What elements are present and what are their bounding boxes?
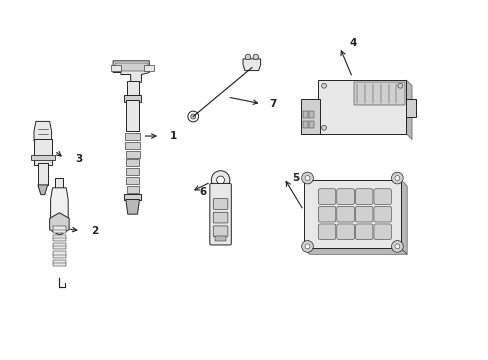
FancyBboxPatch shape	[213, 199, 227, 209]
FancyBboxPatch shape	[355, 189, 372, 204]
Bar	[53, 251, 65, 258]
Bar	[115, 63, 148, 71]
Bar	[125, 133, 140, 140]
FancyBboxPatch shape	[336, 189, 354, 204]
FancyBboxPatch shape	[336, 206, 354, 222]
FancyBboxPatch shape	[318, 224, 335, 240]
FancyBboxPatch shape	[318, 189, 335, 204]
Text: 2: 2	[91, 226, 99, 236]
Bar	[354, 82, 405, 105]
FancyBboxPatch shape	[373, 224, 391, 240]
Circle shape	[321, 125, 326, 130]
Circle shape	[397, 83, 402, 88]
Text: 1: 1	[169, 131, 177, 141]
Bar	[123, 194, 141, 199]
Bar	[302, 111, 307, 118]
Polygon shape	[125, 199, 139, 214]
Polygon shape	[243, 59, 260, 71]
Circle shape	[190, 114, 195, 119]
FancyBboxPatch shape	[213, 212, 227, 223]
Polygon shape	[34, 121, 51, 141]
Circle shape	[252, 54, 258, 60]
Polygon shape	[406, 80, 411, 139]
Circle shape	[394, 244, 399, 249]
Bar	[53, 260, 65, 266]
Text: 5: 5	[291, 173, 299, 183]
Bar	[144, 65, 154, 71]
Polygon shape	[50, 188, 68, 221]
Bar	[126, 168, 139, 175]
Bar	[38, 163, 47, 185]
Circle shape	[216, 176, 224, 184]
Circle shape	[394, 176, 399, 180]
Circle shape	[391, 172, 403, 184]
Bar	[53, 226, 65, 233]
Bar	[406, 99, 415, 117]
Bar	[111, 65, 121, 71]
Text: 6: 6	[199, 187, 206, 197]
Bar	[309, 121, 314, 128]
Bar	[125, 159, 139, 166]
Bar	[123, 95, 141, 102]
Circle shape	[391, 240, 403, 252]
Polygon shape	[303, 248, 407, 254]
FancyBboxPatch shape	[373, 206, 391, 222]
Circle shape	[321, 83, 326, 88]
Bar	[53, 243, 65, 249]
Bar	[125, 142, 140, 149]
Polygon shape	[401, 180, 407, 254]
Bar	[126, 177, 139, 184]
Circle shape	[301, 240, 313, 252]
Bar	[214, 236, 226, 240]
Bar	[309, 111, 314, 118]
FancyBboxPatch shape	[209, 183, 231, 245]
FancyBboxPatch shape	[373, 189, 391, 204]
FancyBboxPatch shape	[318, 206, 335, 222]
Bar	[34, 139, 51, 165]
FancyBboxPatch shape	[213, 226, 227, 237]
Polygon shape	[50, 213, 69, 235]
Bar	[55, 178, 63, 188]
Circle shape	[305, 244, 309, 249]
Bar	[125, 100, 139, 131]
Text: 4: 4	[349, 38, 356, 48]
Bar	[318, 80, 406, 134]
Bar	[302, 121, 307, 128]
Bar	[31, 154, 54, 161]
Circle shape	[244, 54, 250, 60]
Polygon shape	[303, 180, 401, 248]
FancyBboxPatch shape	[355, 224, 372, 240]
Polygon shape	[113, 61, 149, 82]
Circle shape	[211, 171, 229, 189]
Circle shape	[305, 176, 309, 180]
Polygon shape	[38, 185, 47, 195]
FancyBboxPatch shape	[355, 206, 372, 222]
Bar	[53, 235, 65, 241]
Circle shape	[301, 172, 313, 184]
FancyBboxPatch shape	[336, 224, 354, 240]
Text: 7: 7	[269, 99, 276, 109]
Bar	[126, 81, 138, 97]
Bar	[125, 151, 140, 158]
Bar	[300, 99, 320, 134]
Text: 3: 3	[75, 153, 82, 163]
Circle shape	[187, 111, 198, 122]
Bar	[126, 186, 139, 193]
